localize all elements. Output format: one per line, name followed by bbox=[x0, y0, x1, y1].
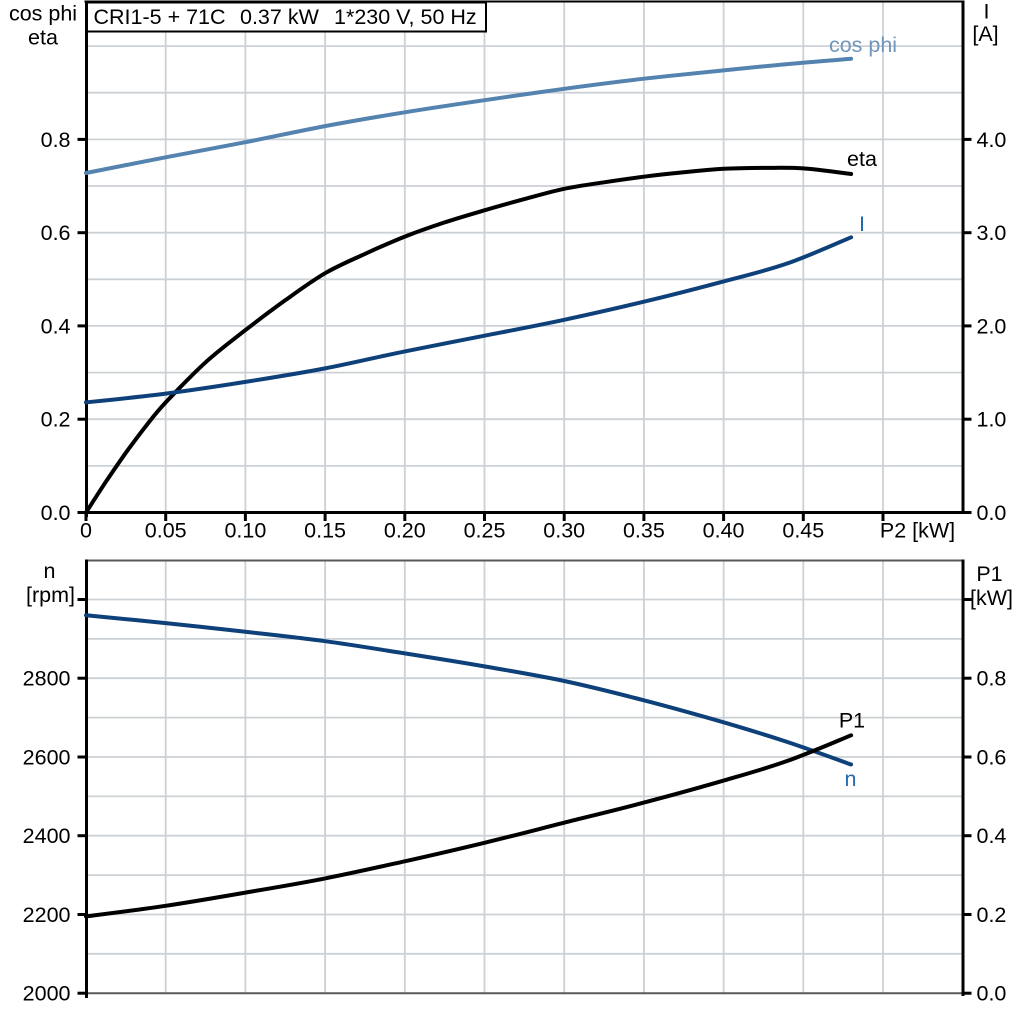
svg-text:2400: 2400 bbox=[23, 824, 71, 848]
svg-text:2200: 2200 bbox=[23, 903, 71, 927]
svg-text:0.37 kW: 0.37 kW bbox=[240, 5, 320, 29]
svg-text:0.6: 0.6 bbox=[977, 746, 1007, 770]
svg-text:0.20: 0.20 bbox=[384, 519, 426, 543]
svg-text:0.4: 0.4 bbox=[977, 824, 1007, 848]
svg-text:I: I bbox=[984, 0, 990, 24]
svg-text:CRI1-5 + 71C: CRI1-5 + 71C bbox=[94, 5, 226, 29]
svg-text:0.30: 0.30 bbox=[543, 519, 585, 543]
svg-text:3.0: 3.0 bbox=[977, 221, 1007, 245]
svg-text:0.4: 0.4 bbox=[41, 314, 71, 338]
svg-text:[A]: [A] bbox=[972, 22, 998, 46]
svg-text:I: I bbox=[859, 212, 865, 236]
svg-text:0.40: 0.40 bbox=[703, 519, 745, 543]
svg-text:0.8: 0.8 bbox=[977, 667, 1007, 691]
svg-text:1.0: 1.0 bbox=[977, 408, 1007, 432]
svg-text:0.15: 0.15 bbox=[304, 519, 346, 543]
svg-text:0.8: 0.8 bbox=[41, 128, 71, 152]
svg-text:n: n bbox=[845, 767, 857, 791]
svg-text:eta: eta bbox=[28, 26, 58, 50]
svg-text:0.6: 0.6 bbox=[41, 221, 71, 245]
svg-text:P1: P1 bbox=[976, 562, 1002, 586]
svg-text:0.35: 0.35 bbox=[623, 519, 665, 543]
svg-text:0.0: 0.0 bbox=[977, 982, 1007, 1006]
svg-text:P2 [kW]: P2 [kW] bbox=[880, 519, 955, 543]
svg-text:0.0: 0.0 bbox=[977, 501, 1007, 525]
svg-text:eta: eta bbox=[847, 147, 877, 171]
svg-text:2600: 2600 bbox=[23, 746, 71, 770]
svg-text:[rpm]: [rpm] bbox=[26, 583, 75, 607]
svg-text:0: 0 bbox=[80, 519, 92, 543]
svg-text:2000: 2000 bbox=[23, 982, 71, 1006]
svg-text:0.45: 0.45 bbox=[782, 519, 824, 543]
svg-text:cos phi: cos phi bbox=[829, 33, 897, 57]
svg-text:n: n bbox=[44, 559, 56, 583]
svg-text:P1: P1 bbox=[839, 709, 865, 733]
svg-text:0.2: 0.2 bbox=[977, 903, 1007, 927]
svg-text:2.0: 2.0 bbox=[977, 314, 1007, 338]
svg-text:[kW]: [kW] bbox=[970, 586, 1013, 610]
svg-text:0.2: 0.2 bbox=[41, 408, 71, 432]
svg-text:0.05: 0.05 bbox=[145, 519, 187, 543]
svg-text:4.0: 4.0 bbox=[977, 128, 1007, 152]
svg-text:1*230 V, 50 Hz: 1*230 V, 50 Hz bbox=[334, 5, 477, 29]
svg-text:2800: 2800 bbox=[23, 667, 71, 691]
svg-text:0.10: 0.10 bbox=[224, 519, 266, 543]
svg-text:0.0: 0.0 bbox=[41, 501, 71, 525]
svg-text:0.25: 0.25 bbox=[464, 519, 506, 543]
svg-text:cos phi: cos phi bbox=[9, 2, 77, 26]
